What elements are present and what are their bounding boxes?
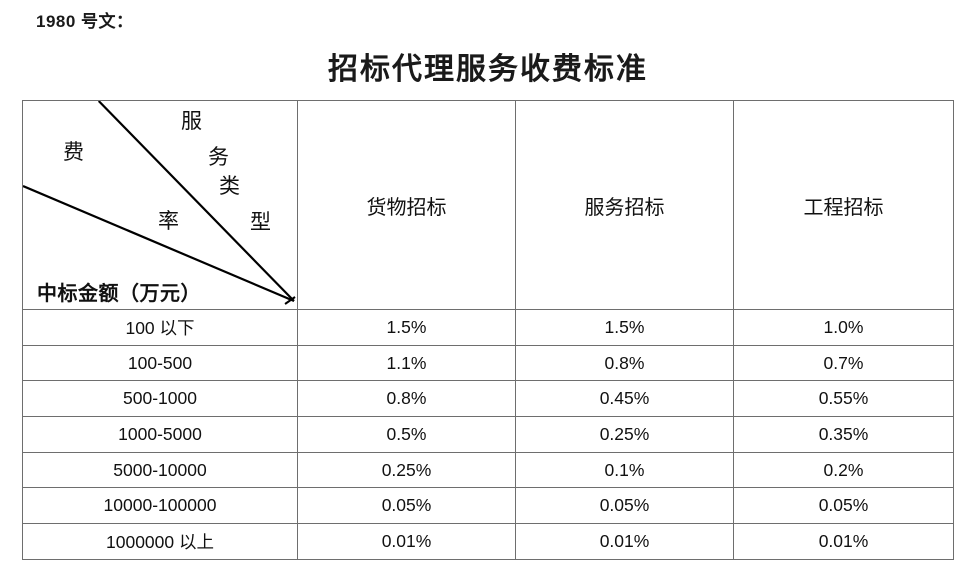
corner-rate-char-2: 率 — [158, 209, 179, 233]
amount-range-cell: 10000-100000 — [22, 487, 298, 525]
corner-row-axis-label: 中标金额（万元） — [37, 283, 201, 305]
rate-cell: 0.7% — [733, 344, 954, 382]
amount-range-cell: 5000-10000 — [22, 451, 298, 489]
rate-cell: 0.05% — [515, 487, 734, 525]
rate-cell: 0.05% — [297, 487, 516, 525]
table-row: 100 以下 1.5% 1.5% 1.0% — [22, 309, 954, 346]
rate-cell: 1.5% — [297, 309, 516, 346]
rate-cell: 1.1% — [297, 344, 516, 382]
corner-service-type-char-4: 型 — [250, 210, 271, 234]
table-row: 100-500 1.1% 0.8% 0.7% — [22, 344, 954, 382]
doc-reference-number: 1980 号文： — [36, 12, 134, 31]
rate-cell: 0.55% — [733, 380, 954, 418]
table-row: 5000-10000 0.25% 0.1% 0.2% — [22, 451, 954, 489]
amount-range-cell: 100-500 — [22, 344, 298, 382]
page-title: 招标代理服务收费标准 — [328, 53, 648, 86]
rate-cell: 0.25% — [297, 451, 516, 489]
amount-range-cell: 1000000 以上 — [22, 523, 298, 560]
rate-cell: 0.01% — [297, 523, 516, 560]
diagonal-corner-inner: 服 务 类 型 费 率 中标金额（万元） — [23, 101, 297, 309]
column-header-service: 服务招标 — [515, 100, 734, 310]
rate-cell: 0.2% — [733, 451, 954, 489]
diagonal-divider-lines — [23, 101, 296, 305]
column-header-engineering: 工程招标 — [733, 100, 954, 310]
rate-cell: 0.05% — [733, 487, 954, 525]
rate-cell: 0.45% — [515, 380, 734, 418]
amount-range-cell: 100 以下 — [22, 309, 298, 346]
rate-cell: 1.0% — [733, 309, 954, 346]
table-row: 500-1000 0.8% 0.45% 0.55% — [22, 380, 954, 418]
rate-cell: 0.25% — [515, 416, 734, 453]
rate-cell: 0.8% — [515, 344, 734, 382]
table-row: 1000000 以上 0.01% 0.01% 0.01% — [22, 523, 954, 560]
rate-cell: 0.1% — [515, 451, 734, 489]
table-header-row: 服 务 类 型 费 率 中标金额（万元） 货物招标 服务招标 工程招标 — [22, 100, 954, 310]
table-row: 10000-100000 0.05% 0.05% 0.05% — [22, 487, 954, 525]
rate-cell: 0.5% — [297, 416, 516, 453]
diagonal-corner-cell: 服 务 类 型 费 率 中标金额（万元） — [22, 100, 298, 310]
corner-service-type-char-2: 务 — [208, 145, 229, 169]
corner-service-type-char-1: 服 — [181, 109, 202, 133]
rate-cell: 0.8% — [297, 380, 516, 418]
table-row: 1000-5000 0.5% 0.25% 0.35% — [22, 416, 954, 453]
rate-cell: 0.01% — [733, 523, 954, 560]
amount-range-cell: 500-1000 — [22, 380, 298, 418]
corner-service-type-char-3: 类 — [219, 174, 240, 198]
corner-rate-char-1: 费 — [63, 140, 84, 164]
rate-cell: 1.5% — [515, 309, 734, 346]
fee-standard-table: 服 务 类 型 费 率 中标金额（万元） 货物招标 服务招标 工程招标 100 … — [22, 100, 954, 560]
rate-cell: 0.01% — [515, 523, 734, 560]
amount-range-cell: 1000-5000 — [22, 416, 298, 453]
column-header-goods: 货物招标 — [297, 100, 516, 310]
rate-cell: 0.35% — [733, 416, 954, 453]
